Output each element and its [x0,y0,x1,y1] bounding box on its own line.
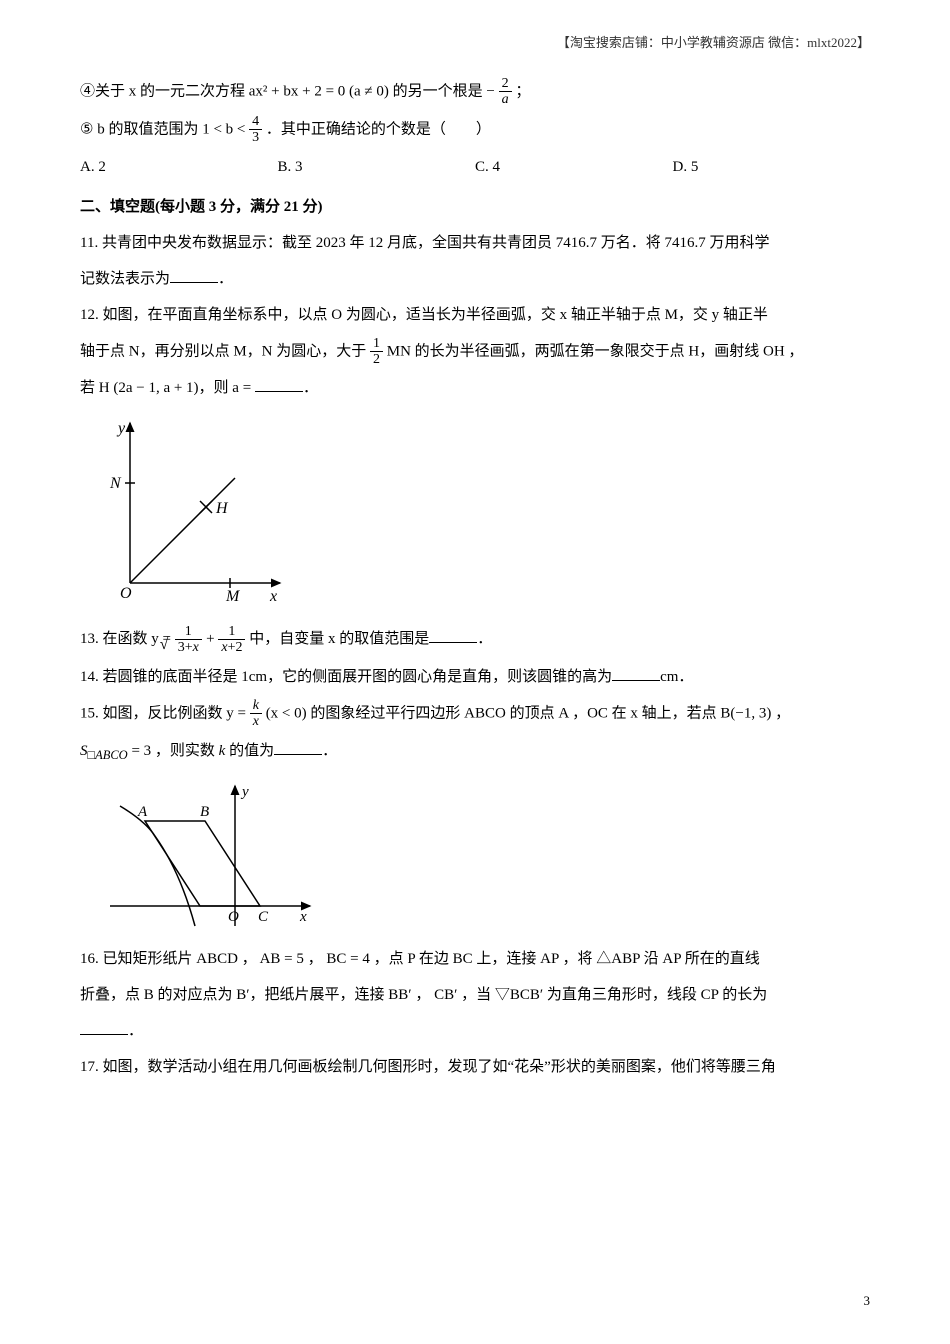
blank [429,627,477,643]
q12-c: 若 H (2a − 1, a + 1)，则 a = ． [80,373,870,403]
svg-text:B: B [200,804,209,820]
blank [274,739,322,755]
label-x: x [269,588,277,605]
opt-c: C. 4 [475,152,673,182]
q15-c: S□ABCO S□ABCO = 3 ，则实数 k 的值为 = 3 ，则实数 k … [80,736,870,768]
fig15: A B O C x y [100,776,870,936]
q14-text: 14. 若圆锥的底面半径是 1cm，它的侧面展开图的圆心角是直角，则该圆锥的高为 [80,669,612,685]
opt-d: D. 5 [673,152,871,182]
semicolon: ； [515,83,530,99]
q15-a: 15. 如图，反比例函数 y = k x (x < 0) 的图象经过平行四边形 … [80,698,870,730]
blank [80,1019,128,1035]
q16-blankline: ． [80,1016,870,1046]
q17: 17. 如图，数学活动小组在用几何画板绘制几何图形时，发现了如“花朵”形状的美丽… [80,1052,870,1082]
q16-a: 16. 已知矩形纸片 ABCD ， AB = 5 ， BC = 4 ，点 P 在… [80,944,870,974]
page: 【淘宝搜索店铺：中小学教辅资源店 微信：mlxt2022】 ④关于 x 的一元二… [0,0,950,1344]
q15-frac: k x [250,698,262,730]
svg-text:C: C [258,909,269,925]
fig12: O M N H x y [100,413,870,613]
opt-b: B. 3 [278,152,476,182]
q15-b: (x < 0) 的图象经过平行四边形 ABCO 的顶点 A ，OC 在 x 轴上… [266,705,790,721]
q13-f1: 1 3+x [175,624,202,656]
q13: 13. 在函数 y = 1 3+x √ + 1 x+2 中，自变量 x 的取值范… [80,623,870,655]
q12-c-text: 若 H (2a − 1, a + 1)，则 a = [80,380,255,396]
svg-text:x: x [299,909,307,925]
svg-text:y: y [240,784,249,800]
radical-sign: √ [160,636,169,653]
q10-frac5: 4 3 [249,114,262,146]
svg-text:O: O [228,909,239,925]
q12-b1: 轴于点 N，再分别以点 M，N 为圆心，大于 [80,343,370,359]
q11-b: 记数法表示为． [80,264,870,294]
q13-f2: 1 x+2 [218,624,245,656]
q12-a: 12. 如图，在平面直角坐标系中，以点 O 为圆心，适当长为半径画弧，交 x 轴… [80,300,870,330]
svg-text:A: A [137,804,148,820]
q13-b: 中，自变量 x 的取值范围是 [249,631,429,647]
q10-options: A. 2 B. 3 C. 4 D. 5 [80,152,870,182]
label-y: y [116,420,126,437]
q12-b: 轴于点 N，再分别以点 M，N 为圆心，大于 1 2 MN 的长为半径画弧，两弧… [80,336,870,368]
q16-b: 折叠，点 B 的对应点为 B′，把纸片展平，连接 BB′ ， CB′ ，当 ▽B… [80,980,870,1010]
q12-frac: 1 2 [370,336,383,368]
q10-line4: ④关于 x 的一元二次方程 ax² + bx + 2 = 0 (a ≠ 0) 的… [80,76,870,108]
blank [170,267,218,283]
q11-a: 11. 共青团中央发布数据显示：截至 2023 年 12 月底，全国共有共青团员… [80,228,870,258]
q14: 14. 若圆锥的底面半径是 1cm，它的侧面展开图的圆心角是直角，则该圆锥的高为… [80,662,870,692]
q10-line5a: ⑤ b 的取值范围为 1 < b < [80,121,249,137]
q10-line4-text: ④关于 x 的一元二次方程 ax² + bx + 2 = 0 (a ≠ 0) 的… [80,83,495,99]
label-H: H [215,500,229,517]
section2-title: 二、填空题(每小题 3 分，满分 21 分) [80,192,870,222]
label-O: O [120,585,132,602]
q13-plus: + [206,631,218,647]
blank [255,376,303,392]
page-number: 3 [864,1288,871,1314]
q12-b2: MN 的长为半径画弧，两弧在第一象限交于点 H，画射线 OH ， [387,343,804,359]
header-note: 【淘宝搜索店铺：中小学教辅资源店 微信：mlxt2022】 [80,30,870,56]
q10-line5b: ．其中正确结论的个数是（ ） [266,121,491,137]
label-N: N [109,475,122,492]
s-abco: S [80,743,88,759]
sub: □ABCO [88,748,128,762]
label-M: M [225,588,241,605]
q14b: cm． [660,669,693,685]
blank [612,665,660,681]
q10-line5: ⑤ b 的取值范围为 1 < b < 4 3 ．其中正确结论的个数是（ ） [80,114,870,146]
q15-a-text: 15. 如图，反比例函数 y = [80,705,250,721]
opt-a: A. 2 [80,152,278,182]
q10-frac4: 2 a [499,76,512,108]
q11-b-text: 记数法表示为 [80,271,170,287]
